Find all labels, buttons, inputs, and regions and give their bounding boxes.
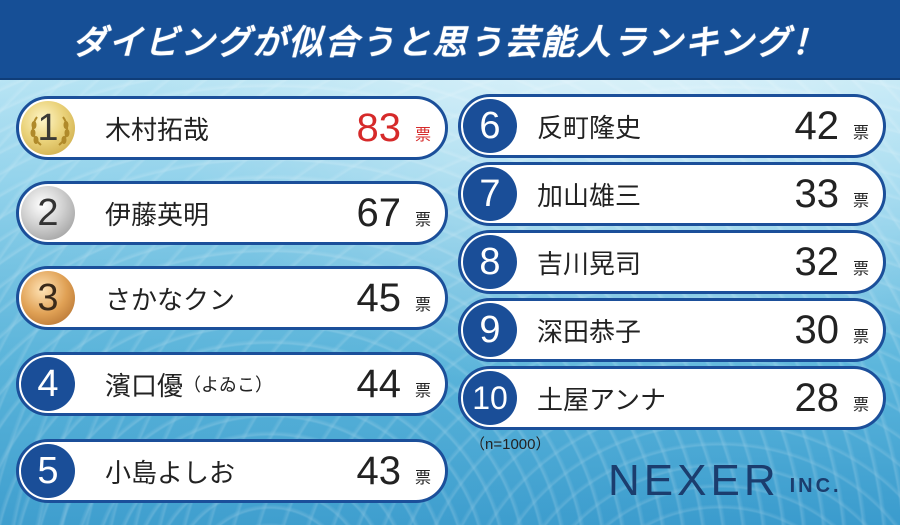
celebrity-name: 反町隆史 [537,113,642,144]
rank-number: 1 [37,106,59,149]
rank-badge: 5 [21,444,75,498]
laurel-icon [30,116,70,146]
rank-number: 3 [37,276,59,319]
title-bar: ダイビングが似合うと思う芸能人ランキング！ [0,0,900,80]
rank-badge: 8 [463,235,517,289]
rank-number: 5 [37,449,59,492]
celebrity-name: 小島よしお [105,458,236,489]
rank-card-8: 8 吉川晃司 32 票 [458,230,886,294]
rank-card-2: 2 伊藤英明 67 票 [16,181,448,245]
gold-medal-icon: 1 [21,101,75,155]
bronze-medal-icon: 3 [21,271,75,325]
sample-size-note: （n=1000） [470,436,551,453]
rank-number: 7 [479,172,501,215]
rank-card-1: 1 木村拓哉 83 票 [16,96,448,160]
celebrity-name: 木村拓哉 [105,115,210,146]
vote-count: 42 [794,103,840,148]
vote-count: 67 [356,190,402,235]
rank-card-3: 3 さかなクン 45 票 [16,266,448,330]
rank-card-6: 6 反町隆史 42 票 [458,94,886,158]
vote-count: 30 [794,307,840,352]
celebrity-name: 土屋アンナ [537,385,666,416]
vote-unit: 票 [852,395,869,414]
vote-unit: 票 [414,295,431,314]
rank-badge: 9 [463,303,517,357]
celebrity-name-main: 濱口優 [105,371,184,402]
vote-unit: 票 [414,210,431,229]
rank-card-10: 10 土屋アンナ 28 票 [458,366,886,430]
rank-card-9: 9 深田恭子 30 票 [458,298,886,362]
vote-unit: 票 [414,381,431,400]
vote-unit: 票 [852,327,869,346]
celebrity-name-note: （よゐこ） [183,375,274,396]
celebrity-name: 加山雄三 [537,181,642,212]
vote-count: 44 [356,361,402,406]
rank-number: 9 [479,308,501,351]
silver-medal-icon: 2 [21,186,75,240]
rank-badge: 4 [21,357,75,411]
rank-badge: 10 [463,371,517,425]
logo-sub-text: INC. [789,475,842,497]
rank-card-4: 4 濱口優 （よゐこ） 44 票 [16,352,448,416]
celebrity-name: 伊藤英明 [105,200,210,231]
vote-unit: 票 [852,259,869,278]
rank-badge: 7 [463,167,517,221]
nexer-logo: NEXER INC. [608,456,842,506]
vote-count: 33 [794,171,840,216]
vote-count: 43 [356,448,402,493]
vote-unit: 票 [414,125,431,144]
logo-main-text: NEXER [608,456,780,505]
rank-number: 8 [479,240,501,283]
vote-count: 32 [794,239,840,284]
celebrity-name: 濱口優 （よゐこ） [105,355,273,413]
vote-count: 83 [356,105,402,150]
vote-unit: 票 [852,123,869,142]
rank-card-5: 5 小島よしお 43 票 [16,439,448,503]
vote-unit: 票 [852,191,869,210]
rank-number: 10 [472,379,508,416]
celebrity-name: 吉川晃司 [537,249,642,280]
page-title: ダイビングが似合うと思う芸能人ランキング！ [72,22,828,63]
rank-number: 4 [37,362,59,405]
vote-count: 45 [356,275,402,320]
rank-badge: 6 [463,99,517,153]
rank-number: 6 [479,104,501,147]
vote-unit: 票 [414,468,431,487]
rank-number: 2 [37,191,59,234]
rank-card-7: 7 加山雄三 33 票 [458,162,886,226]
celebrity-name: 深田恭子 [537,317,642,348]
celebrity-name: さかなクン [105,285,236,316]
vote-count: 28 [794,375,840,420]
